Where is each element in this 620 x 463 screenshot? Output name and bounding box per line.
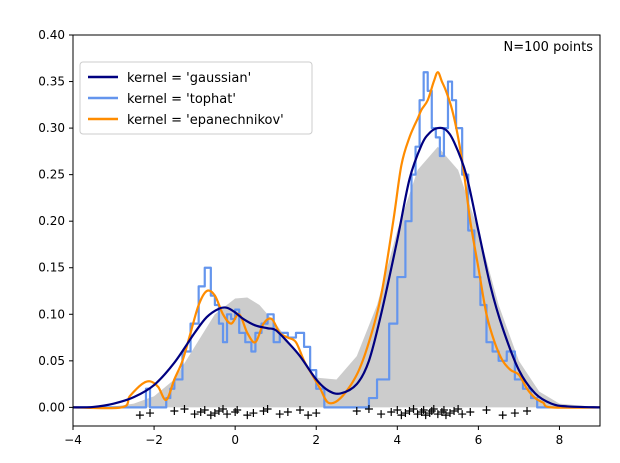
legend-label-gaussian: kernel = 'gaussian' xyxy=(127,71,251,86)
y-tick-label: 0.20 xyxy=(38,214,65,228)
sample-marker xyxy=(214,407,223,416)
sample-marker xyxy=(441,411,450,420)
x-tick-label: −2 xyxy=(145,433,163,447)
sample-marker xyxy=(482,405,491,414)
sample-markers xyxy=(135,404,532,420)
sample-marker xyxy=(206,411,215,420)
sample-marker xyxy=(437,408,446,417)
sample-marker xyxy=(233,405,242,414)
y-tick-label: 0.35 xyxy=(38,75,65,89)
sample-marker xyxy=(439,405,448,414)
gaussian-curve xyxy=(73,126,600,409)
legend-entry-epanechnikov: kernel = 'epanechnikov' xyxy=(88,113,284,128)
y-tick-label: 0.10 xyxy=(38,307,65,321)
sample-marker xyxy=(196,408,205,417)
plot-frame xyxy=(72,34,601,427)
sample-marker xyxy=(393,405,402,414)
y-tick-label: 0.30 xyxy=(38,121,65,135)
legend-entry-gaussian: kernel = 'gaussian' xyxy=(88,71,251,86)
n-points-annotation: N=100 points xyxy=(504,40,594,55)
y-tick-label: 0.25 xyxy=(38,168,65,182)
sample-marker xyxy=(283,408,292,417)
legend: kernel = 'gaussian' kernel = 'tophat' ke… xyxy=(79,61,313,135)
x-tick-label: −4 xyxy=(64,433,82,447)
sample-marker xyxy=(401,409,410,418)
sample-marker xyxy=(263,404,272,413)
kde-curves xyxy=(73,71,600,410)
x-tick-label: 0 xyxy=(231,433,239,447)
sample-marker xyxy=(421,411,430,420)
sample-marker xyxy=(243,411,252,420)
legend-label-epanechnikov: kernel = 'epanechnikov' xyxy=(127,113,284,128)
sample-marker xyxy=(397,411,406,420)
sample-marker xyxy=(304,411,313,420)
sample-marker xyxy=(170,407,179,416)
x-tick-label: 4 xyxy=(393,433,401,447)
sample-marker xyxy=(218,404,227,413)
sample-marker xyxy=(249,409,258,418)
sample-marker xyxy=(364,404,373,413)
legend-entry-tophat: kernel = 'tophat' xyxy=(88,92,236,107)
y-tick-label: 0.40 xyxy=(38,28,65,42)
sample-marker xyxy=(454,404,463,413)
sample-marker xyxy=(377,410,386,419)
sample-marker xyxy=(135,411,144,420)
sample-marker xyxy=(231,408,240,417)
sample-marker xyxy=(405,407,414,416)
sample-marker xyxy=(419,405,428,414)
sample-marker xyxy=(498,411,507,420)
sample-marker xyxy=(523,407,532,416)
sample-marker xyxy=(210,409,219,418)
sample-marker xyxy=(458,410,467,419)
epanechnikov-curve xyxy=(73,71,600,410)
sample-marker xyxy=(425,409,434,418)
sample-marker xyxy=(433,410,442,419)
true-density-area xyxy=(73,146,600,408)
sample-marker xyxy=(352,407,361,416)
sample-marker xyxy=(387,408,396,417)
legend-label-tophat: kernel = 'tophat' xyxy=(127,92,236,107)
sample-marker xyxy=(146,409,155,418)
x-axis: −4 −2 0 2 4 6 8 xyxy=(64,426,563,447)
sample-marker xyxy=(413,410,422,419)
x-tick-label: 6 xyxy=(475,433,483,447)
legend-box xyxy=(79,61,313,135)
sample-marker xyxy=(450,407,459,416)
sample-marker xyxy=(417,408,426,417)
sample-marker xyxy=(259,407,268,416)
sample-marker xyxy=(409,404,418,413)
sample-marker xyxy=(312,409,321,418)
sample-marker xyxy=(275,410,284,419)
y-axis: 0.00 0.05 0.10 0.15 0.20 0.25 0.30 0.35 0.40 xyxy=(38,28,73,414)
sample-marker xyxy=(200,405,209,414)
sample-marker xyxy=(429,404,438,413)
sample-marker xyxy=(223,410,232,419)
sample-marker xyxy=(466,408,475,417)
sample-marker xyxy=(510,409,519,418)
sample-marker xyxy=(427,407,436,416)
x-tick-label: 2 xyxy=(312,433,320,447)
true-density-fill xyxy=(73,146,600,408)
y-tick-label: 0.00 xyxy=(38,400,65,414)
sample-marker xyxy=(190,410,199,419)
sample-marker xyxy=(296,405,305,414)
sample-marker xyxy=(446,409,455,418)
y-tick-label: 0.05 xyxy=(38,354,65,368)
y-tick-label: 0.15 xyxy=(38,261,65,275)
x-tick-label: 8 xyxy=(556,433,564,447)
sample-marker xyxy=(180,404,189,413)
